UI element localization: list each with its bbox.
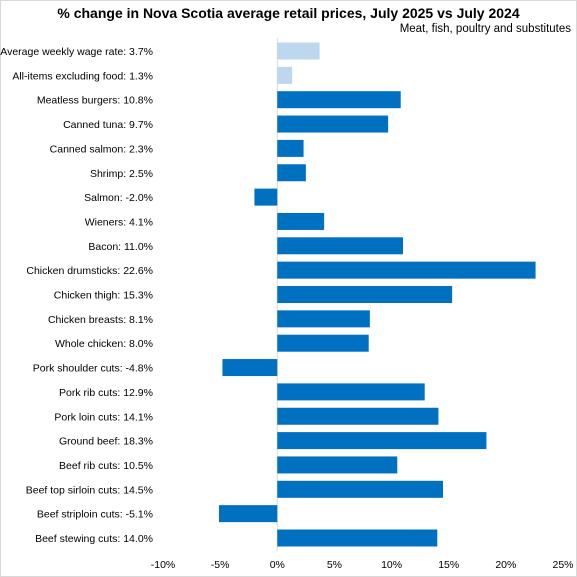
x-tick-label: 15% <box>438 559 459 571</box>
bar <box>277 66 293 84</box>
category-label: Pork loin cuts: 14.1% <box>54 411 153 423</box>
bar <box>277 310 370 328</box>
bar <box>277 164 306 182</box>
bar <box>254 188 278 206</box>
category-label: Salmon: -2.0% <box>84 192 153 204</box>
bar <box>277 529 438 547</box>
category-label: Meatless burgers: 10.8% <box>37 95 153 107</box>
category-label: Chicken breasts: 8.1% <box>48 314 153 326</box>
category-label: Ground beef: 18.3% <box>59 436 153 448</box>
category-label: Wieners: 4.1% <box>85 216 153 228</box>
category-label: Whole chicken: 8.0% <box>55 338 153 350</box>
category-label: Beef striploin cuts: -5.1% <box>37 509 153 521</box>
bar <box>277 432 487 450</box>
category-label: Average weekly wage rate: 3.7% <box>0 46 153 58</box>
bar <box>277 91 401 109</box>
bar <box>277 261 536 279</box>
bar <box>277 115 389 133</box>
category-label: Pork rib cuts: 12.9% <box>59 387 153 399</box>
x-tick-label: 5% <box>327 559 342 571</box>
category-label: Beef top sirloin cuts: 14.5% <box>26 484 153 496</box>
category-label: Beef stewing cuts: 14.0% <box>35 533 153 545</box>
bar <box>277 237 403 255</box>
chart-title: % change in Nova Scotia average retail p… <box>57 5 520 21</box>
x-tick-label: -5% <box>211 559 230 571</box>
category-label: Canned salmon: 2.3% <box>50 143 153 155</box>
bar <box>277 334 369 352</box>
x-tick-label: 25% <box>552 559 573 571</box>
category-label: Chicken thigh: 15.3% <box>54 290 153 302</box>
bar <box>277 480 443 498</box>
bar <box>277 383 425 401</box>
x-tick-label: -10% <box>151 559 176 571</box>
bar <box>277 286 453 303</box>
category-label: Shrimp: 2.5% <box>90 168 153 180</box>
bar <box>277 456 398 474</box>
category-label: All-items excluding food: 1.3% <box>12 70 153 82</box>
bar <box>277 42 320 60</box>
x-tick-label: 20% <box>495 559 516 571</box>
category-label: Pork shoulder cuts: -4.8% <box>33 363 153 375</box>
x-tick-label: 10% <box>381 559 402 571</box>
x-tick-label: 0% <box>270 559 285 571</box>
category-label: Beef rib cuts: 10.5% <box>59 460 153 472</box>
bar <box>277 139 304 157</box>
category-label: Canned tuna: 9.7% <box>63 119 153 131</box>
bar <box>277 407 439 425</box>
bar <box>277 212 325 230</box>
category-label: Bacon: 11.0% <box>88 241 153 253</box>
bar <box>219 505 278 523</box>
chart-subtitle: Meat, fish, poultry and substitutes <box>399 23 571 35</box>
category-label: Chicken drumsticks: 22.6% <box>26 265 153 277</box>
bar <box>222 359 278 377</box>
